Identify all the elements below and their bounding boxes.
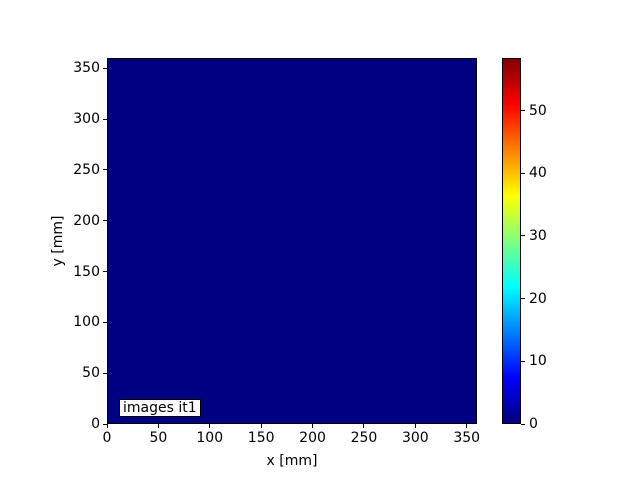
y-tick-mark xyxy=(103,118,107,120)
x-tick-mark xyxy=(312,424,314,428)
y-tick-label: 0 xyxy=(91,416,100,432)
y-tick-label: 350 xyxy=(73,60,100,77)
x-tick-mark xyxy=(260,424,262,428)
x-tick-label: 200 xyxy=(299,430,326,446)
colorbar-tick-mark xyxy=(521,110,525,112)
y-axis-label: y [mm] xyxy=(50,215,66,267)
colorbar-tick-label: 40 xyxy=(529,165,547,182)
colorbar-tick-mark xyxy=(521,298,525,300)
x-tick-label: 0 xyxy=(102,430,112,446)
y-tick-mark xyxy=(103,169,107,171)
y-tick-label: 100 xyxy=(73,314,100,331)
x-tick-label: 300 xyxy=(401,430,429,446)
x-tick-mark xyxy=(466,424,468,428)
x-tick-label: 100 xyxy=(196,430,224,446)
x-tick-label: 50 xyxy=(149,430,168,446)
colorbar-tick-label: 0 xyxy=(529,416,538,432)
y-tick-label: 250 xyxy=(73,161,100,178)
plot-area: images it1 xyxy=(107,58,477,424)
colorbar-tick-mark xyxy=(521,423,525,425)
x-tick-label: 350 xyxy=(453,430,481,446)
x-tick-mark xyxy=(106,424,108,428)
x-tick-mark xyxy=(157,424,159,428)
y-tick-mark xyxy=(103,271,107,272)
colorbar-tick-mark xyxy=(521,235,525,237)
colorbar-tick-label: 50 xyxy=(529,102,547,119)
y-tick-mark xyxy=(103,220,107,222)
x-tick-mark xyxy=(414,424,416,428)
x-tick-mark xyxy=(209,424,211,428)
colorbar-tick-mark xyxy=(521,172,525,174)
y-tick-label: 50 xyxy=(82,365,100,382)
y-tick-label: 200 xyxy=(73,212,100,229)
colorbar-tick-label: 30 xyxy=(529,227,547,244)
x-axis-label: x [mm] xyxy=(266,453,318,469)
colorbar-tick-label: 10 xyxy=(529,353,547,370)
y-tick-label: 300 xyxy=(73,111,100,127)
annotation-box: images it1 xyxy=(119,399,201,417)
y-tick-mark xyxy=(103,372,107,374)
y-tick-label: 150 xyxy=(73,263,100,280)
x-tick-mark xyxy=(363,424,365,428)
colorbar-tick-label: 20 xyxy=(529,290,547,307)
x-tick-label: 150 xyxy=(247,430,275,446)
y-tick-mark xyxy=(103,67,107,69)
x-tick-label: 250 xyxy=(350,430,378,446)
colorbar xyxy=(502,58,521,424)
annotation-label: images it1 xyxy=(123,400,197,416)
colorbar-tick-mark xyxy=(521,360,525,362)
y-tick-mark xyxy=(103,423,107,425)
y-tick-mark xyxy=(103,321,107,323)
